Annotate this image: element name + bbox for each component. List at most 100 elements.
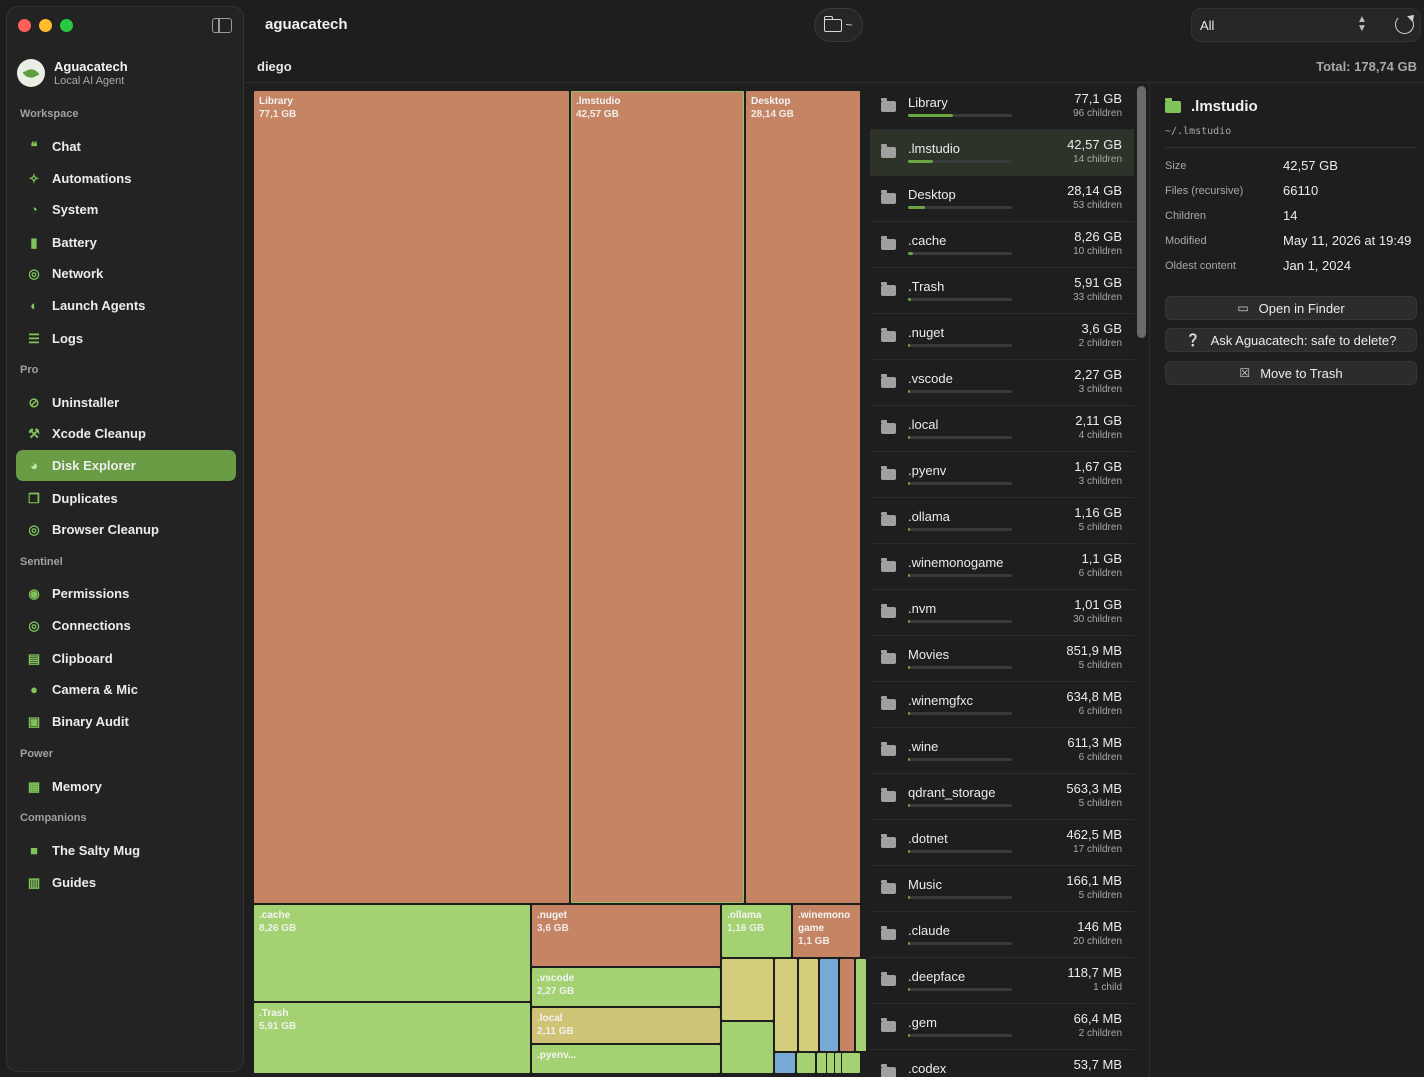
sidebar-toggle-icon[interactable] bbox=[212, 18, 232, 33]
treemap-tile[interactable]: .vscode 2,27 GB bbox=[531, 967, 721, 1007]
refresh-icon[interactable] bbox=[1395, 15, 1414, 34]
treemap-tile[interactable] bbox=[721, 958, 774, 1021]
sidebar-item-launch-agents[interactable]: ◐ Launch Agents bbox=[16, 290, 236, 321]
list-item-name: Library bbox=[908, 95, 948, 110]
camera-icon: ● bbox=[30, 682, 38, 697]
list-item-size: 634,8 MB bbox=[1066, 689, 1122, 704]
sidebar-item-guides[interactable]: ▥ Guides bbox=[16, 867, 236, 898]
list-item[interactable]: .winemonogame 1,1 GB 6 children bbox=[870, 544, 1134, 590]
list-scrollbar[interactable] bbox=[1137, 86, 1146, 338]
treemap-tile[interactable]: .cache 8,26 GB bbox=[253, 904, 531, 1002]
button-label: Open in Finder bbox=[1258, 300, 1345, 316]
list-item[interactable]: .gem 66,4 MB 2 children bbox=[870, 1004, 1134, 1050]
sidebar-item-disk-explorer[interactable]: ◕ Disk Explorer bbox=[16, 450, 236, 481]
globe-icon: ◎ bbox=[28, 265, 40, 281]
open-in-finder-button[interactable]: ▭ Open in Finder bbox=[1165, 296, 1417, 320]
sidebar-item-battery[interactable]: ▮ Battery bbox=[16, 227, 236, 258]
treemap-tile[interactable] bbox=[796, 1052, 816, 1074]
list-item[interactable]: Library 77,1 GB 96 children bbox=[870, 84, 1134, 130]
folder-icon bbox=[881, 512, 896, 526]
zoom-window-button[interactable] bbox=[60, 19, 73, 32]
list-item[interactable]: .winemgfxc 634,8 MB 6 children bbox=[870, 682, 1134, 728]
list-item[interactable]: .cache 8,26 GB 10 children bbox=[870, 222, 1134, 268]
treemap-tile[interactable]: .pyenv... bbox=[531, 1044, 721, 1074]
sidebar-item-duplicates[interactable]: ❐ Duplicates bbox=[16, 483, 236, 514]
chevron-up-down-icon: ▲ ▼ bbox=[1357, 14, 1367, 34]
sidebar-item-uninstaller[interactable]: ⊘ Uninstaller bbox=[16, 387, 236, 418]
sidebar-item-memory[interactable]: ▦ Memory bbox=[16, 771, 236, 802]
sidebar-item-system[interactable]: ◔ System bbox=[16, 194, 236, 225]
list-item[interactable]: .pyenv 1,67 GB 3 children bbox=[870, 452, 1134, 498]
folder-icon bbox=[881, 650, 896, 664]
size-bar bbox=[908, 206, 1012, 209]
folder-icon bbox=[881, 742, 896, 756]
treemap-tile[interactable]: .nuget 3,6 GB bbox=[531, 904, 721, 967]
list-item[interactable]: .codex 53,7 MB bbox=[870, 1050, 1134, 1077]
list-item[interactable]: .nvm 1,01 GB 30 children bbox=[870, 590, 1134, 636]
breadcrumb[interactable]: diego bbox=[257, 59, 292, 74]
list-item[interactable]: .local 2,11 GB 4 children bbox=[870, 406, 1134, 452]
list-item[interactable]: .Trash 5,91 GB 33 children bbox=[870, 268, 1134, 314]
sidebar-item-clipboard[interactable]: ▤ Clipboard bbox=[16, 643, 236, 674]
sidebar-item-automations[interactable]: ✧ Automations bbox=[16, 163, 236, 194]
treemap-tile[interactable] bbox=[855, 958, 867, 1052]
sidebar-item-camera-mic[interactable]: ● Camera & Mic bbox=[16, 674, 236, 705]
ask-safe-to-delete-button[interactable]: ❔ Ask Aguacatech: safe to delete? bbox=[1165, 328, 1417, 352]
list-item[interactable]: .ollama 1,16 GB 5 children bbox=[870, 498, 1134, 544]
divider bbox=[245, 82, 1424, 83]
treemap-tile[interactable] bbox=[839, 958, 855, 1052]
close-window-button[interactable] bbox=[18, 19, 31, 32]
list-item-children: 6 children bbox=[1078, 568, 1122, 579]
treemap-tile[interactable] bbox=[721, 1021, 774, 1074]
sidebar-item-permissions[interactable]: ◉ Permissions bbox=[16, 578, 236, 609]
list-item[interactable]: .lmstudio 42,57 GB 14 children bbox=[870, 130, 1134, 176]
list-item-children: 33 children bbox=[1073, 292, 1122, 303]
list-item[interactable]: qdrant_storage 563,3 MB 5 children bbox=[870, 774, 1134, 820]
minimize-window-button[interactable] bbox=[39, 19, 52, 32]
sidebar-item-binary-audit[interactable]: ▣ Binary Audit bbox=[16, 706, 236, 737]
treemap-tile[interactable]: Library 77,1 GB bbox=[253, 90, 570, 904]
sidebar-item-network[interactable]: ◎ Network bbox=[16, 258, 236, 289]
treemap-tile[interactable]: Desktop 28,14 GB bbox=[745, 90, 861, 904]
folder-icon bbox=[881, 466, 896, 480]
list-item-children: 5 children bbox=[1078, 890, 1122, 901]
list-item[interactable]: .vscode 2,27 GB 3 children bbox=[870, 360, 1134, 406]
size-bar bbox=[908, 482, 1012, 485]
list-item[interactable]: .wine 611,3 MB 6 children bbox=[870, 728, 1134, 774]
treemap-tile[interactable] bbox=[774, 958, 798, 1052]
folder-icon bbox=[881, 604, 896, 618]
treemap-tile-name: .vscode bbox=[537, 973, 575, 984]
sidebar-item-the-salty-mug[interactable]: ■ The Salty Mug bbox=[16, 835, 236, 866]
sidebar-item-xcode-cleanup[interactable]: ⚒ Xcode Cleanup bbox=[16, 418, 236, 449]
sidebar-item-chat[interactable]: ❝ Chat bbox=[16, 131, 236, 162]
sidebar-item-logs[interactable]: ☰ Logs bbox=[16, 323, 236, 354]
treemap-tile[interactable] bbox=[798, 958, 819, 1052]
list-item-name: .claude bbox=[908, 923, 950, 938]
list-item[interactable]: .deepface 118,7 MB 1 child bbox=[870, 958, 1134, 1004]
treemap-tile[interactable]: .ollama 1,16 GB bbox=[721, 904, 792, 958]
list-item-name: .pyenv bbox=[908, 463, 947, 478]
treemap-tile[interactable] bbox=[819, 958, 839, 1052]
list-item[interactable]: .claude 146 MB 20 children bbox=[870, 912, 1134, 958]
mug-icon: ■ bbox=[30, 843, 38, 858]
sidebar-item-connections[interactable]: ◎ Connections bbox=[16, 610, 236, 641]
list-item-name: .winemonogame bbox=[908, 555, 1004, 570]
treemap-tile[interactable]: .local 2,11 GB bbox=[531, 1007, 721, 1044]
treemap-tile[interactable]: .winemono game 1,1 GB bbox=[792, 904, 861, 958]
list-item[interactable]: .dotnet 462,5 MB 17 children bbox=[870, 820, 1134, 866]
list-item[interactable]: .nuget 3,6 GB 2 children bbox=[870, 314, 1134, 360]
move-to-trash-button[interactable]: ☒ Move to Trash bbox=[1165, 361, 1417, 385]
list-item[interactable]: Movies 851,9 MB 5 children bbox=[870, 636, 1134, 682]
treemap-tile[interactable]: .Trash 5,91 GB bbox=[253, 1002, 531, 1074]
treemap-tile[interactable] bbox=[774, 1052, 796, 1074]
treemap-tile-size: 3,6 GB bbox=[537, 923, 569, 934]
treemap-tile-size: 8,26 GB bbox=[259, 923, 297, 934]
treemap-tile[interactable]: .lmstudio 42,57 GB bbox=[570, 90, 745, 904]
location-picker-button[interactable]: ~ bbox=[814, 8, 863, 42]
scope-select[interactable]: All ▲ ▼ bbox=[1191, 8, 1421, 42]
size-bar bbox=[908, 1034, 1012, 1037]
list-item[interactable]: Desktop 28,14 GB 53 children bbox=[870, 176, 1134, 222]
treemap-tile[interactable] bbox=[841, 1052, 861, 1074]
list-item[interactable]: Music 166,1 MB 5 children bbox=[870, 866, 1134, 912]
sidebar-item-browser-cleanup[interactable]: ◎ Browser Cleanup bbox=[16, 514, 236, 545]
